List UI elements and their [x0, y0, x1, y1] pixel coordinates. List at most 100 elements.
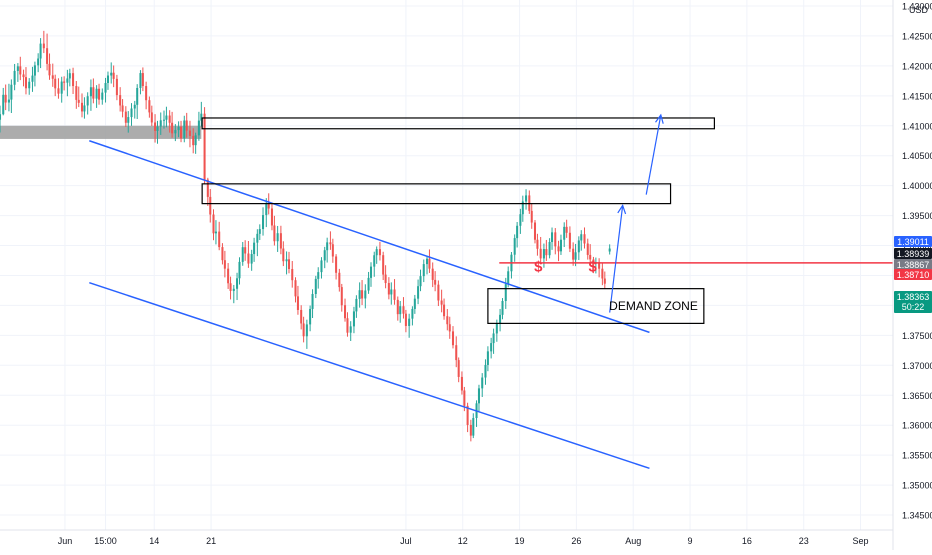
candle-body [95, 88, 98, 99]
candle-body [335, 256, 338, 273]
y-tick-label: 1.37500 [902, 331, 932, 341]
candle-body [404, 313, 407, 326]
dollar-mark: $ [534, 258, 543, 275]
candle-body [227, 268, 230, 284]
y-tick-label: 1.34500 [902, 511, 932, 521]
price-badge-text: 1.38363 [897, 292, 930, 302]
candle-body [521, 201, 524, 215]
candle-body [428, 258, 431, 269]
drawings-layer [89, 113, 893, 470]
candle-body [419, 276, 422, 287]
candle-body [309, 308, 312, 325]
candle-body [574, 252, 577, 260]
candle-body [121, 105, 124, 112]
y-tick-label: 1.43000 [902, 1, 932, 11]
candle-body [338, 272, 341, 288]
projection-arrow [645, 114, 662, 195]
candle-body [387, 283, 390, 295]
candle-body [364, 290, 367, 299]
candle-body [7, 99, 10, 103]
price-badge-text: 1.38939 [897, 249, 930, 259]
candle-body [139, 73, 142, 88]
candle-body [236, 278, 239, 289]
candle-body [31, 75, 34, 82]
price-badge [894, 291, 932, 313]
candle-body [425, 258, 429, 265]
candle-body [145, 86, 148, 101]
candle-body [83, 105, 86, 112]
candle-body [162, 119, 166, 121]
candle-body [124, 111, 127, 123]
candle-body [314, 278, 317, 294]
candle-body [378, 249, 381, 256]
y-tick-label: 1.41500 [902, 91, 932, 101]
candle-body [212, 214, 215, 234]
candle-body [253, 242, 256, 255]
candle-body [104, 83, 107, 93]
y-tick-label: 1.37000 [902, 361, 932, 371]
candle-body [460, 376, 463, 391]
candle-body [484, 364, 487, 378]
candle-body [156, 126, 159, 131]
candle-body [481, 377, 484, 389]
dollar-mark: $ [588, 258, 597, 275]
candle-body [33, 65, 36, 76]
candle-body [200, 113, 203, 121]
candle-body [183, 120, 186, 139]
candle-body [559, 239, 562, 252]
candle-body [603, 278, 606, 284]
candle-body [192, 135, 195, 146]
price-badge-text: 1.39011 [897, 237, 929, 247]
candle-body [148, 100, 151, 113]
candle-body [291, 269, 294, 281]
candle-body [331, 244, 334, 257]
demand-zone-label: DEMAND ZONE [609, 299, 698, 313]
candle-body [229, 283, 232, 291]
candle-body [51, 75, 54, 79]
candle-body [516, 225, 519, 239]
candle-body [437, 284, 440, 301]
price-badge [894, 259, 932, 270]
candle-body [154, 122, 157, 131]
candle-body [463, 390, 466, 406]
candle-body [302, 323, 305, 337]
y-tick-label: 1.42500 [902, 31, 932, 41]
candle-body [375, 249, 378, 256]
candle-body [519, 214, 522, 226]
channel-trendline [89, 281, 650, 470]
price-badge-text: 1.38710 [897, 270, 930, 280]
candle-body [165, 115, 168, 120]
candle-body [258, 229, 261, 234]
candle-body [150, 112, 153, 123]
candle-body [206, 179, 209, 197]
candle-body [22, 74, 25, 78]
candle-body [101, 92, 104, 100]
candle-body [554, 232, 557, 247]
candle-body [382, 255, 385, 275]
candle-body [472, 418, 475, 436]
candle-body [188, 130, 191, 136]
candle-body [57, 88, 60, 94]
candle-body [262, 215, 265, 230]
price-badge [894, 269, 932, 280]
candle-body [399, 306, 402, 315]
candle-body [60, 81, 63, 94]
candle-body [80, 102, 84, 112]
candle-body [276, 233, 279, 242]
candle-body [28, 81, 31, 89]
candle-body [343, 305, 347, 319]
arrow-head [617, 204, 627, 215]
candle-body [367, 277, 370, 291]
candle-body [68, 73, 71, 79]
arrow-head [655, 113, 664, 124]
candle-body [352, 311, 355, 327]
candle-body [265, 203, 268, 216]
candle-body [2, 94, 5, 115]
upper-target-zone [201, 117, 715, 130]
candle-body [455, 345, 458, 361]
x-tick-label: Aug [625, 536, 641, 546]
candle-body [218, 231, 221, 248]
candle-body [221, 247, 224, 261]
annotation-labels: DEMAND ZONE $ $ [534, 258, 698, 313]
candle-body [66, 78, 69, 83]
